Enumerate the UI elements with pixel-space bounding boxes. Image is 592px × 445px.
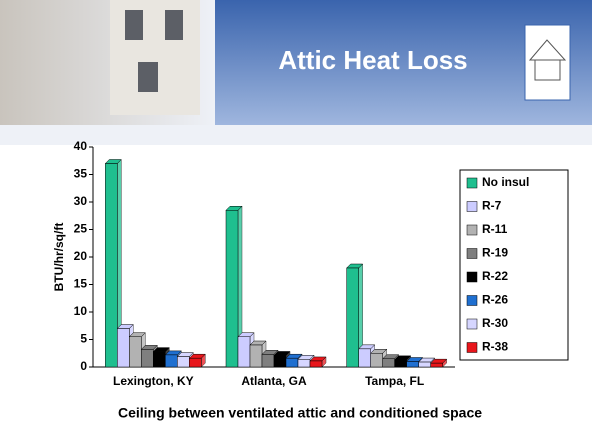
legend-swatch [466,295,478,306]
legend-label: R-7 [482,199,502,213]
y-tick-label: 10 [74,304,88,318]
logo-house [534,59,561,81]
bar [370,353,383,368]
bar [129,336,142,368]
y-tick-label: 25 [74,222,88,236]
bar [394,359,407,368]
bar [141,349,154,368]
bar [165,354,178,368]
photo-window [165,10,183,40]
y-axis-label: BTU/hr/sq/ft [52,223,66,292]
bar [273,355,287,368]
y-tick-label: 20 [74,249,88,263]
bar [297,359,311,368]
legend-label: No insul [482,175,529,189]
legend-box [459,169,569,361]
bar [177,356,190,368]
y-tick-label: 35 [74,167,88,181]
legend-swatch [466,248,478,259]
legend-swatch [466,271,478,283]
bar [237,336,251,368]
bar [382,358,395,368]
bar [430,362,443,368]
y-tick-label: 40 [74,139,88,153]
legend-label: R-38 [482,340,508,354]
banner-fade [0,125,592,145]
bar [189,357,202,368]
logo [524,24,571,101]
bar [105,163,118,368]
legend-label: R-26 [482,293,508,307]
legend-swatch [466,177,478,189]
bar [249,344,263,368]
bar [358,348,371,368]
legend-swatch [466,224,478,236]
y-tick-label: 15 [74,277,88,291]
y-tick-label: 0 [80,359,87,373]
y-tick-label: 30 [74,194,88,208]
legend-swatch [466,318,478,330]
y-tick-label: 5 [80,332,87,346]
x-tick-label: Tampa, FL [365,374,424,388]
bar [117,328,130,368]
bar [346,267,359,368]
bar [153,351,166,368]
legend-swatch [466,342,478,353]
legend-label: R-22 [482,269,508,283]
bar [309,360,323,368]
x-tick-label: Lexington, KY [113,374,194,388]
legend-label: R-19 [482,246,508,260]
photo-window [138,62,158,92]
photo-house [110,0,200,115]
bar [225,210,239,368]
bar [418,361,431,368]
legend-label: R-11 [482,222,508,236]
bar [285,357,299,368]
legend-label: R-30 [482,316,508,330]
x-tick-label: Atlanta, GA [241,374,307,388]
bar [261,354,275,368]
photo-window [125,10,143,40]
footnote: Ceiling between ventilated attic and con… [118,405,482,421]
legend-swatch [466,201,478,212]
chart-title: Attic Heat Loss [278,45,467,75]
bar [406,361,419,368]
